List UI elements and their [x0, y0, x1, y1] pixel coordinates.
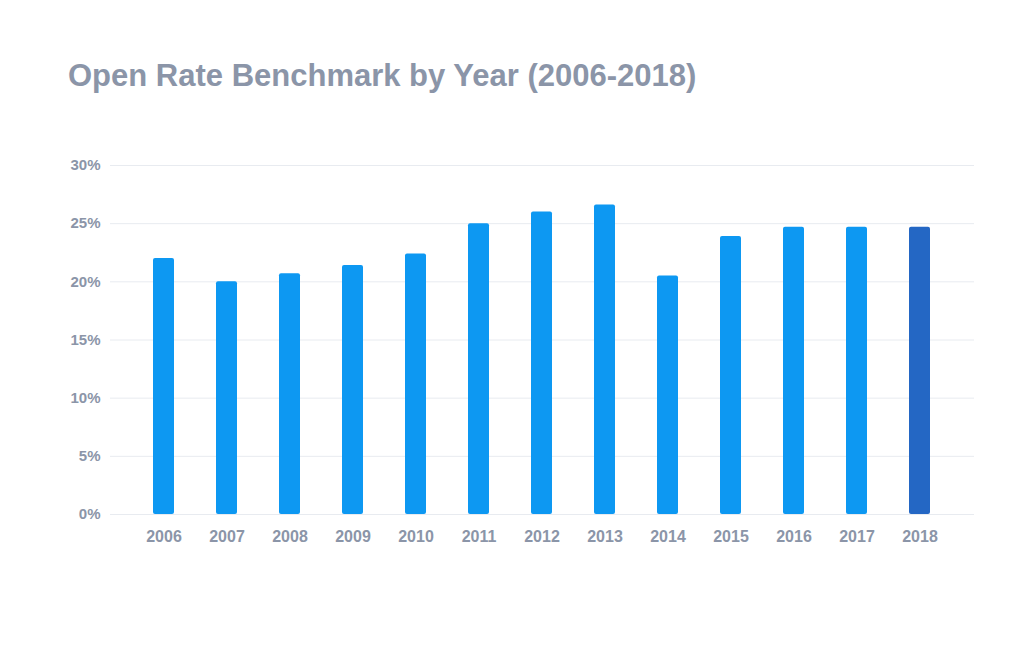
svg-text:2016: 2016 — [776, 528, 812, 545]
svg-text:2018: 2018 — [902, 528, 938, 545]
svg-text:2007: 2007 — [209, 528, 245, 545]
svg-text:2006: 2006 — [146, 528, 182, 545]
svg-text:2010: 2010 — [398, 528, 434, 545]
svg-text:5%: 5% — [79, 447, 101, 464]
svg-text:10%: 10% — [70, 389, 100, 406]
svg-text:2009: 2009 — [335, 528, 371, 545]
svg-text:0%: 0% — [79, 505, 101, 522]
svg-text:15%: 15% — [70, 331, 100, 348]
svg-text:2008: 2008 — [272, 528, 308, 545]
svg-text:2012: 2012 — [524, 528, 560, 545]
svg-text:30%: 30% — [70, 156, 100, 173]
svg-text:25%: 25% — [70, 214, 100, 231]
svg-text:2011: 2011 — [462, 528, 497, 545]
html-text:Open Rate Benchmark by Year (2: Open Rate Benchmark by Year (2006-2018) — [68, 58, 697, 93]
svg-text:2015: 2015 — [713, 528, 749, 545]
svg-text:2017: 2017 — [839, 528, 875, 545]
svg-text:2014: 2014 — [650, 528, 686, 545]
svg-text:2013: 2013 — [587, 528, 623, 545]
svg-text:20%: 20% — [70, 273, 100, 290]
